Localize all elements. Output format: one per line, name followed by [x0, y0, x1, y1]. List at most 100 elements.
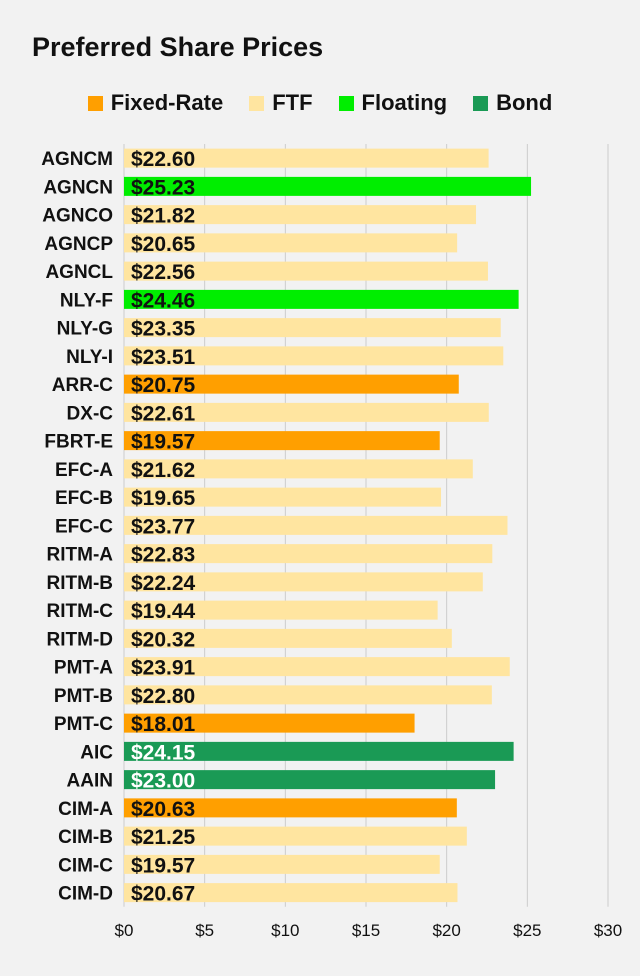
- value-label: $23.00: [131, 770, 195, 793]
- category-label: NLY-G: [57, 319, 113, 340]
- legend-item-fixed-rate: Fixed-Rate: [87, 90, 224, 116]
- category-label: AGNCO: [42, 206, 113, 227]
- value-label: $24.15: [131, 741, 196, 764]
- bar: [124, 374, 459, 394]
- category-label: RITM-A: [47, 545, 114, 566]
- bar: [124, 600, 438, 620]
- legend-item-floating: Floating: [338, 90, 448, 116]
- value-label: $20.65: [131, 233, 196, 256]
- category-label: CIM-D: [58, 884, 113, 905]
- bar: [124, 261, 488, 281]
- bar: [124, 854, 440, 874]
- x-tick-label: $30: [594, 921, 622, 940]
- value-label: $23.77: [131, 515, 195, 538]
- category-label: AGNCN: [43, 177, 113, 198]
- bar: [124, 487, 442, 507]
- legend-swatch-floating: [338, 95, 354, 111]
- x-tick-label: $15: [352, 921, 380, 940]
- category-label: EFC-B: [55, 488, 113, 509]
- bar: [124, 713, 415, 733]
- value-label: $22.83: [131, 544, 195, 567]
- category-label: EFC-A: [55, 460, 113, 481]
- bar: [124, 544, 493, 564]
- value-label: $19.44: [131, 600, 196, 623]
- bar: [124, 431, 440, 451]
- value-label: $23.91: [131, 657, 196, 680]
- bar: [124, 346, 504, 366]
- bar: [124, 798, 457, 818]
- value-label: $20.32: [131, 628, 195, 651]
- chart-title: Preferred Share Prices: [32, 32, 324, 62]
- category-label: RITM-D: [47, 629, 113, 650]
- bar: [124, 289, 519, 309]
- bar: [124, 459, 473, 479]
- category-label: ARR-C: [52, 375, 113, 396]
- value-label: $19.57: [131, 854, 195, 877]
- bar: [124, 685, 492, 705]
- x-tick-label: $25: [513, 921, 541, 940]
- value-label: $22.24: [131, 572, 196, 595]
- x-tick-label: $20: [432, 921, 460, 940]
- value-label: $22.56: [131, 261, 195, 284]
- bar: [124, 883, 458, 903]
- bar: [124, 657, 510, 677]
- category-label: DX-C: [67, 403, 114, 424]
- bar: [124, 176, 532, 196]
- category-label: RITM-C: [47, 601, 114, 622]
- bar: [124, 770, 496, 790]
- bar: [124, 233, 458, 253]
- legend-label-bond: Bond: [496, 90, 553, 115]
- bar: [124, 205, 477, 225]
- value-label: $25.23: [131, 176, 195, 199]
- value-label: $22.60: [131, 148, 195, 171]
- category-label: AGNCP: [44, 234, 113, 255]
- x-tick-label: $0: [115, 921, 134, 940]
- value-label: $23.51: [131, 346, 196, 369]
- category-label: AGNCL: [45, 262, 113, 283]
- legend-item-bond: Bond: [473, 90, 552, 116]
- legend-swatch-bond: [473, 95, 489, 111]
- category-label: CIM-A: [58, 799, 113, 820]
- legend-swatch-fixed-rate: [87, 95, 103, 111]
- category-label: EFC-C: [55, 516, 113, 537]
- category-label: CIM-B: [58, 827, 113, 848]
- bar: [124, 148, 489, 168]
- value-label: $23.35: [131, 318, 196, 341]
- value-label: $18.01: [131, 713, 196, 736]
- legend-item-ftf: FTF: [249, 90, 313, 116]
- category-label: NLY-I: [66, 347, 113, 368]
- category-label: PMT-B: [54, 686, 113, 707]
- legend: Fixed-Rate FTF Floating Bond: [0, 90, 640, 116]
- value-label: $24.46: [131, 289, 195, 312]
- value-label: $21.82: [131, 205, 195, 228]
- bar: [124, 572, 483, 592]
- value-label: $21.62: [131, 459, 195, 482]
- value-label: $20.67: [131, 883, 195, 906]
- bar: [124, 826, 467, 846]
- value-label: $22.61: [131, 402, 196, 425]
- value-label: $22.80: [131, 685, 195, 708]
- category-label: AAIN: [67, 771, 113, 792]
- category-label: PMT-C: [54, 714, 113, 735]
- value-label: $19.57: [131, 431, 195, 454]
- bar: [124, 741, 514, 761]
- x-tick-label: $10: [271, 921, 299, 940]
- value-label: $20.63: [131, 798, 195, 821]
- category-label: RITM-B: [47, 573, 113, 594]
- bar: [124, 515, 508, 535]
- value-label: $21.25: [131, 826, 196, 849]
- legend-label-fixed-rate: Fixed-Rate: [110, 90, 224, 115]
- category-label: PMT-A: [54, 658, 113, 679]
- legend-label-floating: Floating: [361, 90, 448, 115]
- category-label: NLY-F: [60, 290, 113, 311]
- value-label: $19.65: [131, 487, 196, 510]
- x-tick-label: $5: [195, 921, 214, 940]
- bar: [124, 628, 452, 648]
- bar: [124, 402, 489, 422]
- category-label: AIC: [80, 742, 113, 763]
- bar: [124, 318, 501, 338]
- category-label: CIM-C: [58, 855, 113, 876]
- legend-swatch-ftf: [249, 95, 265, 111]
